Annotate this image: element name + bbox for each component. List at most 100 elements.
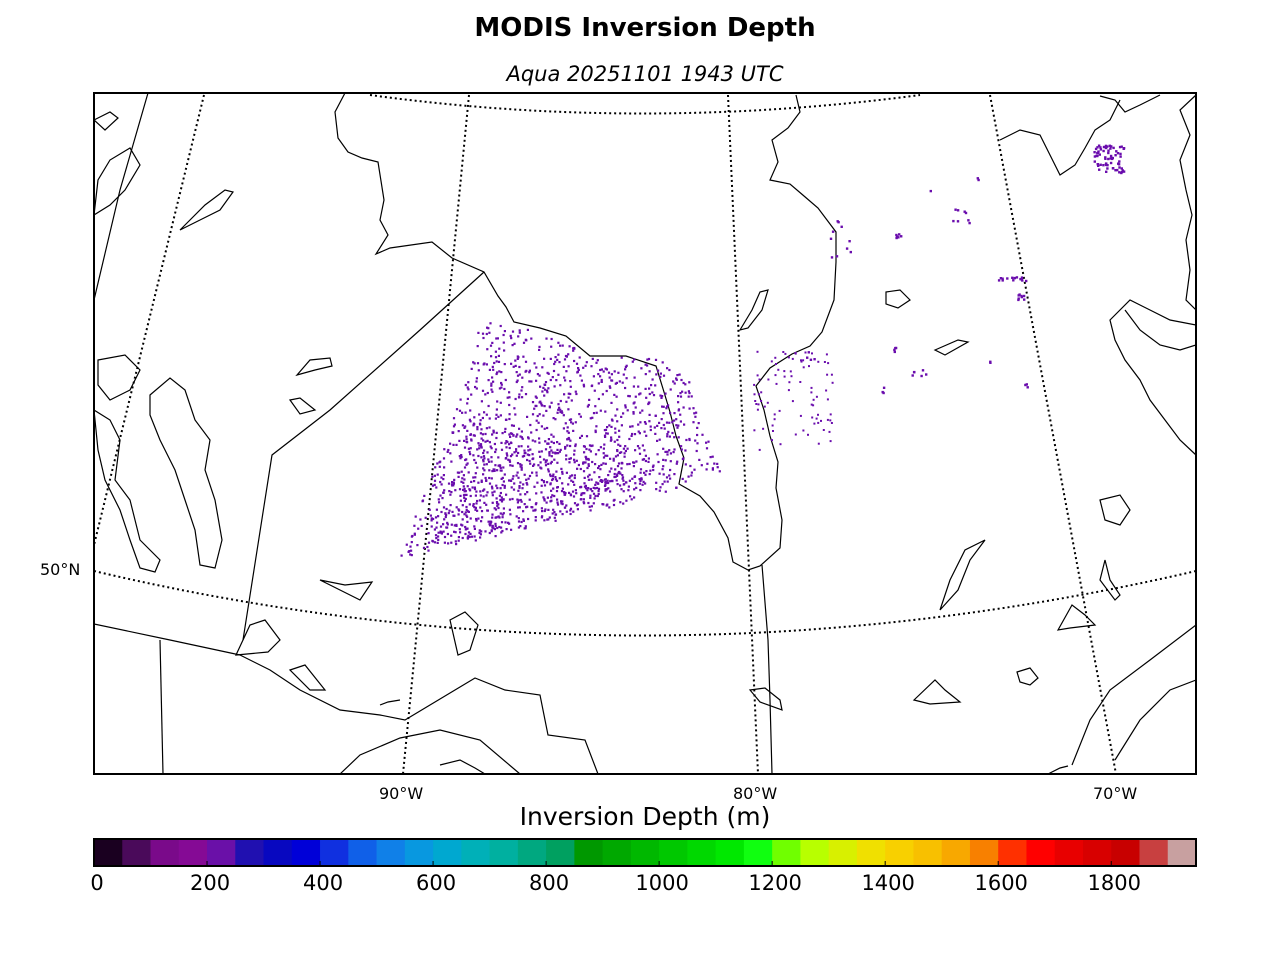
inversion-pixel (547, 518, 550, 521)
inversion-pixel (565, 370, 568, 373)
inversion-pixel (551, 451, 554, 454)
inversion-pixel (540, 484, 543, 487)
inversion-pixel (450, 541, 453, 544)
inversion-pixel (465, 438, 468, 441)
inversion-pixel (782, 351, 785, 353)
inversion-pixel (525, 478, 528, 481)
inversion-pixel (508, 391, 511, 394)
inversion-pixel (547, 462, 550, 465)
inversion-pixel (569, 512, 572, 516)
inversion-pixel (647, 402, 650, 406)
inversion-pixel (524, 393, 528, 396)
inversion-pixel (642, 458, 646, 461)
inversion-pixel (510, 424, 514, 427)
inversion-pixel (622, 502, 625, 505)
inversion-pixel (1106, 164, 1109, 167)
inversion-pixel (439, 460, 442, 463)
inversion-pixel (626, 447, 629, 450)
colorbar-tick-label: 800 (529, 871, 570, 895)
inversion-pixel (671, 431, 674, 435)
inversion-pixel (505, 493, 508, 496)
inversion-pixel (498, 525, 501, 529)
inversion-pixel (508, 498, 512, 501)
inversion-pixel (1122, 147, 1126, 150)
inversion-pixel (1122, 170, 1126, 173)
inversion-pixel (560, 490, 564, 493)
inversion-pixel (661, 483, 664, 486)
inversion-pixel (624, 368, 627, 371)
inversion-pixel (511, 453, 514, 456)
coast-ungava (999, 99, 1121, 176)
colorbar-swatch (574, 839, 604, 866)
inversion-pixel (567, 431, 570, 434)
inversion-pixel (465, 493, 468, 496)
inversion-pixel (450, 491, 453, 494)
inversion-pixel (705, 468, 708, 471)
inversion-pixel (567, 408, 570, 411)
inversion-pixel (620, 451, 623, 454)
inversion-pixel (641, 409, 644, 412)
inversion-pixel (573, 346, 576, 350)
coast-east-shore (1109, 299, 1196, 456)
inversion-pixel (592, 375, 595, 378)
colorbar-swatch (913, 839, 943, 866)
inversion-pixel (487, 327, 490, 330)
inversion-pixel (453, 423, 456, 426)
inversion-pixel (496, 502, 499, 505)
inversion-pixel (593, 497, 596, 500)
inversion-pixel (518, 485, 521, 488)
inversion-pixel (517, 335, 520, 338)
inversion-pixel (488, 331, 491, 334)
inversion-pixel (442, 523, 445, 526)
inversion-pixel (658, 472, 661, 475)
inversion-pixel (457, 536, 460, 539)
inversion-pixel (455, 443, 458, 446)
inversion-pixel (550, 496, 553, 499)
inversion-pixel (644, 473, 647, 476)
colorbar-swatch (743, 839, 773, 866)
inversion-pixel (669, 460, 672, 463)
inversion-pixel (552, 369, 556, 373)
inversion-pixel (526, 483, 529, 486)
inversion-pixel (829, 237, 833, 240)
inversion-pixel (496, 371, 499, 374)
inversion-pixel (551, 494, 554, 497)
inversion-pixel (623, 452, 626, 455)
inversion-pixel (515, 474, 518, 477)
inversion-pixel (474, 508, 477, 511)
inversion-pixel (445, 507, 448, 511)
inversion-pixel (610, 379, 613, 382)
inversion-pixel (490, 530, 493, 533)
inversion-pixel (440, 531, 444, 534)
inversion-pixel (508, 417, 511, 421)
inversion-pixel (647, 457, 650, 460)
inversion-pixel (515, 448, 518, 451)
inversion-pixel (410, 554, 413, 557)
inversion-pixel (554, 478, 557, 481)
inversion-pixel (547, 468, 550, 471)
inversion-pixel (583, 476, 586, 479)
colorbar-swatch (1026, 839, 1056, 866)
inversion-pixel (494, 450, 497, 454)
inversion-pixel (493, 507, 496, 510)
inversion-pixel (553, 511, 556, 514)
inversion-pixel (502, 498, 505, 501)
inversion-pixel (531, 471, 534, 474)
inversion-pixel (800, 360, 803, 363)
inlet-5 (912, 679, 962, 705)
inversion-pixel (584, 461, 587, 464)
inversion-pixel (477, 442, 480, 445)
inversion-pixel (574, 444, 577, 448)
inversion-pixel (604, 367, 607, 370)
inversion-pixel (672, 451, 675, 454)
inversion-pixel (659, 486, 662, 489)
inversion-pixel (605, 432, 608, 435)
colorbar-swatch (1054, 839, 1084, 866)
inversion-pixel (488, 417, 491, 420)
inversion-pixel (495, 436, 498, 440)
inversion-pixel (473, 362, 476, 365)
inversion-pixel (544, 464, 548, 467)
inversion-pixel (542, 458, 546, 461)
inversion-pixel (596, 359, 599, 362)
inversion-pixel (439, 531, 442, 534)
